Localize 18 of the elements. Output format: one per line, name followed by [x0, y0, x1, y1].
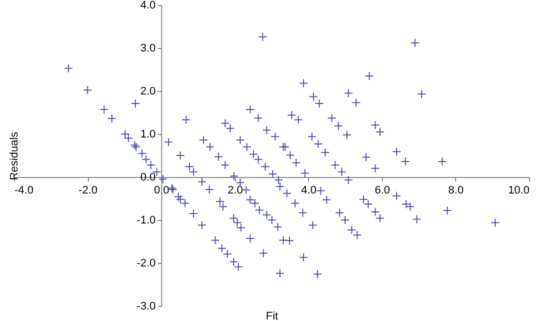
y-tick-label: 2.0	[140, 86, 156, 98]
y-tick-label: -2.0	[136, 258, 156, 270]
y-tick-label: 0.0	[140, 172, 156, 184]
y-tick-label: 3.0	[140, 42, 156, 54]
x-tick-label: -2.0	[78, 184, 98, 196]
x-tick-label: 8.0	[448, 184, 464, 196]
y-tick-label: 1.0	[140, 128, 156, 140]
x-tick-label: 0.0	[154, 184, 170, 196]
x-tick-label: 10.0	[508, 184, 530, 196]
y-tick-label: 4.0	[140, 0, 156, 12]
x-tick-label: 2.0	[228, 184, 243, 196]
y-tick-label: -3.0	[136, 300, 156, 312]
x-tick-label: 4.0	[301, 184, 316, 196]
y-axis-title: Residuals	[8, 131, 20, 180]
x-tick-label: 6.0	[374, 184, 390, 196]
x-axis-title: Fit	[266, 310, 278, 321]
x-tick-label: -4.0	[14, 184, 34, 196]
y-tick-label: -1.0	[136, 214, 156, 226]
